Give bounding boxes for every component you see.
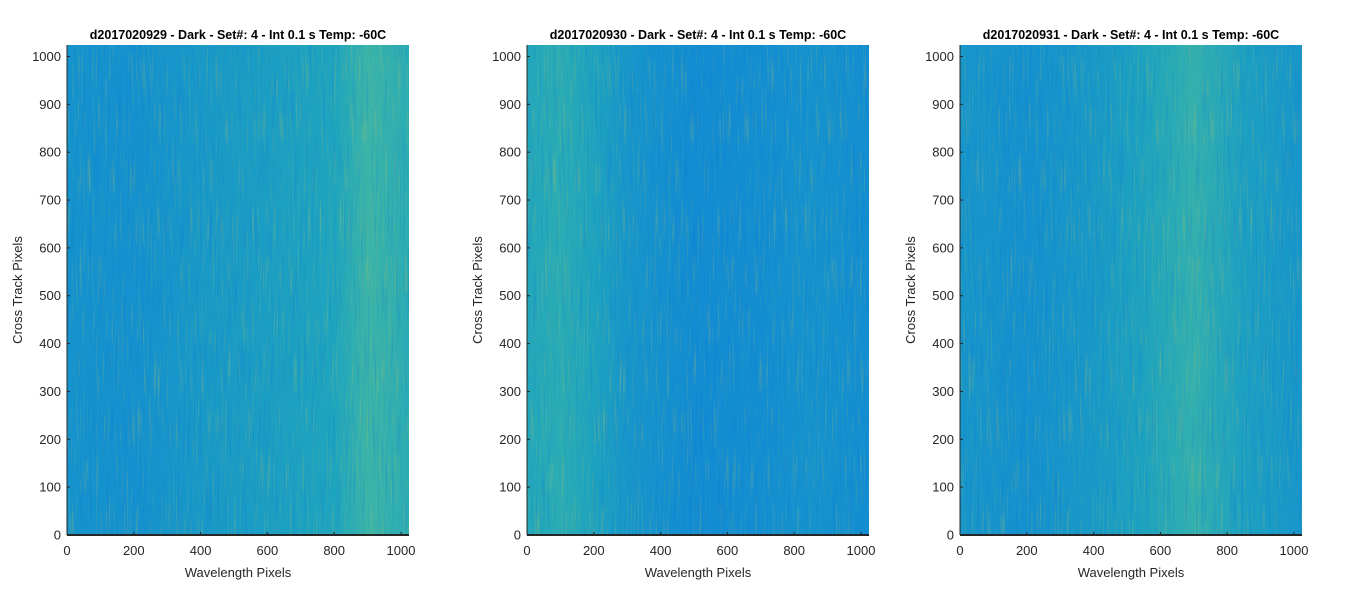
x-tick-label: 200 — [123, 543, 145, 558]
y-tick-label: 900 — [39, 97, 61, 112]
y-tick-label: 0 — [54, 528, 61, 543]
y-tick-label: 1000 — [492, 49, 521, 64]
y-tick-label: 800 — [499, 145, 521, 160]
chart-panel-1: 0 100 200 300 400 500 600 700 800 900 1000 0 200 400 6… — [10, 28, 415, 580]
y-tick-label: 300 — [39, 384, 61, 399]
y-tick-label: 800 — [932, 145, 954, 160]
y-tick-label: 500 — [499, 288, 521, 303]
x-tick-label: 200 — [583, 543, 605, 558]
x-tick-label: 800 — [1216, 543, 1238, 558]
y-axis-label: Cross Track Pixels — [470, 236, 485, 344]
x-tick-label: 1000 — [847, 543, 876, 558]
y-tick-label: 200 — [39, 432, 61, 447]
y-axis-label: Cross Track Pixels — [10, 236, 25, 344]
y-tick-label: 1000 — [925, 49, 954, 64]
y-tick-label: 700 — [932, 193, 954, 208]
chart-panel-2: 0 100 200 300 400 500 600 700 800 900 1000 0 200 400 6… — [470, 28, 875, 580]
x-axis-label: Wavelength Pixels — [185, 565, 292, 580]
y-tick-label: 1000 — [32, 49, 61, 64]
y-axis-label: Cross Track Pixels — [903, 236, 918, 344]
y-tick-label: 600 — [932, 240, 954, 255]
y-tick-label: 500 — [39, 288, 61, 303]
y-tick-label: 600 — [39, 240, 61, 255]
x-tick-label: 800 — [783, 543, 805, 558]
chart-title: d2017020929 - Dark - Set#: 4 - Int 0.1 s… — [90, 28, 386, 42]
y-tick-label: 400 — [932, 336, 954, 351]
x-tick-label: 0 — [523, 543, 530, 558]
y-tick-label: 800 — [39, 145, 61, 160]
y-tick-label: 0 — [514, 528, 521, 543]
x-tick-label: 600 — [1150, 543, 1172, 558]
x-tick-label: 0 — [956, 543, 963, 558]
heatmap-noise-light — [67, 45, 409, 535]
y-tick-label: 400 — [499, 336, 521, 351]
chart-panel-3: 0 100 200 300 400 500 600 700 800 900 1000 0 200 400 6… — [903, 28, 1308, 580]
heatmap-noise-light — [960, 45, 1302, 535]
x-axis-label: Wavelength Pixels — [645, 565, 752, 580]
y-tick-label: 900 — [499, 97, 521, 112]
x-tick-label: 200 — [1016, 543, 1038, 558]
y-tick-label: 700 — [499, 193, 521, 208]
y-tick-label: 0 — [947, 528, 954, 543]
y-tick-label: 700 — [39, 193, 61, 208]
y-tick-label: 100 — [39, 480, 61, 495]
x-tick-label: 600 — [257, 543, 279, 558]
y-tick-label: 100 — [499, 480, 521, 495]
y-tick-label: 600 — [499, 240, 521, 255]
x-tick-label: 1000 — [387, 543, 416, 558]
x-tick-label: 400 — [650, 543, 672, 558]
chart-title: d2017020930 - Dark - Set#: 4 - Int 0.1 s… — [550, 28, 846, 42]
y-tick-label: 900 — [932, 97, 954, 112]
y-tick-label: 500 — [932, 288, 954, 303]
y-tick-label: 300 — [932, 384, 954, 399]
y-tick-label: 200 — [932, 432, 954, 447]
y-tick-label: 400 — [39, 336, 61, 351]
heatmap-noise-light — [527, 45, 869, 535]
y-tick-label: 200 — [499, 432, 521, 447]
y-tick-label: 100 — [932, 480, 954, 495]
x-tick-label: 600 — [717, 543, 739, 558]
x-tick-label: 1000 — [1280, 543, 1309, 558]
x-tick-label: 400 — [190, 543, 212, 558]
chart-title: d2017020931 - Dark - Set#: 4 - Int 0.1 s… — [983, 28, 1279, 42]
x-tick-label: 800 — [323, 543, 345, 558]
x-axis-label: Wavelength Pixels — [1078, 565, 1185, 580]
y-tick-label: 300 — [499, 384, 521, 399]
x-tick-label: 0 — [63, 543, 70, 558]
x-tick-label: 400 — [1083, 543, 1105, 558]
